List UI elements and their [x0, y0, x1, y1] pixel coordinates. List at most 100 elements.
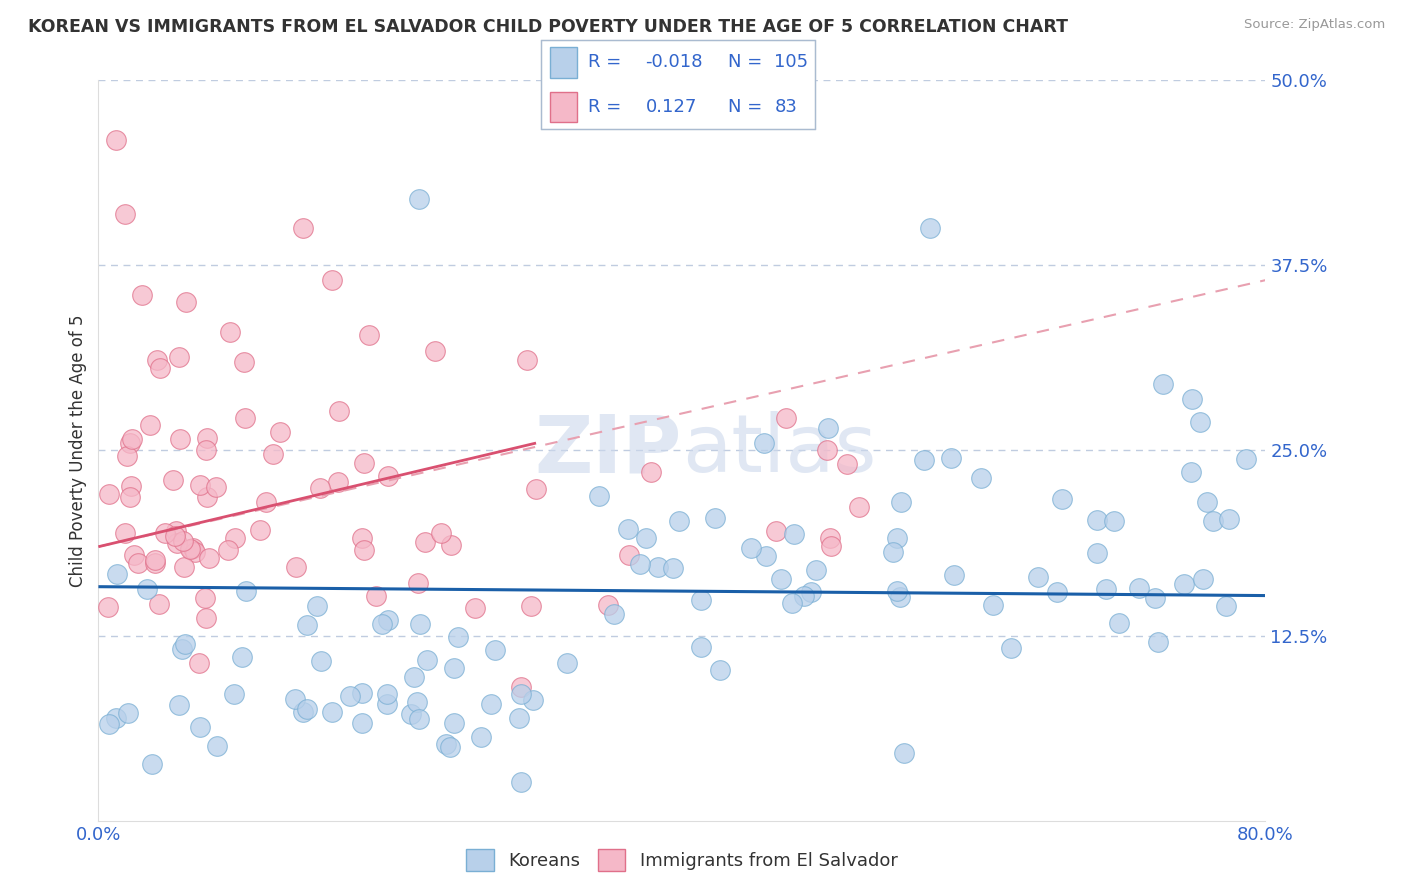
Point: [235, 583, 257, 598]
Text: 83: 83: [775, 98, 797, 116]
Point: [782, 596, 804, 610]
Point: [321, 273, 343, 287]
Point: [173, 637, 195, 651]
Point: [555, 656, 578, 670]
Point: [689, 640, 711, 654]
Point: [783, 527, 806, 541]
Point: [647, 559, 669, 574]
Point: [1128, 581, 1150, 595]
Point: [1195, 495, 1218, 509]
Point: [1152, 376, 1174, 391]
Point: [193, 591, 215, 606]
Point: [308, 481, 330, 495]
Text: 0.127: 0.127: [645, 98, 697, 116]
Point: [409, 617, 432, 632]
Point: [1215, 599, 1237, 613]
Point: [174, 295, 197, 310]
Point: [835, 457, 858, 471]
Point: [943, 567, 966, 582]
Point: [800, 584, 823, 599]
Point: [508, 711, 530, 725]
Point: [1181, 392, 1204, 406]
Point: [703, 511, 725, 525]
Point: [1026, 570, 1049, 584]
Point: [1108, 615, 1130, 630]
Point: [416, 653, 439, 667]
Point: [1085, 513, 1108, 527]
Point: [817, 421, 839, 435]
Point: [292, 705, 315, 719]
Point: [180, 542, 202, 557]
Point: [509, 775, 531, 789]
Point: [912, 453, 935, 467]
Point: [131, 288, 153, 302]
Text: Source: ZipAtlas.com: Source: ZipAtlas.com: [1244, 18, 1385, 31]
Text: ZIP: ZIP: [534, 411, 682, 490]
Point: [520, 599, 543, 613]
Point: [136, 582, 159, 597]
Point: [375, 687, 398, 701]
Point: [408, 712, 430, 726]
Point: [148, 598, 170, 612]
Point: [117, 449, 139, 463]
Point: [353, 456, 375, 470]
Point: [194, 611, 217, 625]
Point: [231, 649, 253, 664]
Point: [205, 739, 228, 754]
Point: [484, 643, 506, 657]
Text: -0.018: -0.018: [645, 54, 703, 71]
Point: [181, 541, 204, 555]
Point: [127, 556, 149, 570]
Point: [284, 692, 307, 706]
Point: [820, 540, 842, 554]
Point: [165, 528, 187, 542]
Point: [983, 598, 1005, 612]
Point: [377, 613, 399, 627]
Bar: [550, 92, 576, 122]
Point: [893, 746, 915, 760]
Point: [765, 524, 787, 539]
Point: [439, 739, 461, 754]
Y-axis label: Child Poverty Under the Age of 5: Child Poverty Under the Age of 5: [69, 314, 87, 587]
Point: [603, 607, 626, 622]
Point: [804, 563, 827, 577]
Point: [886, 532, 908, 546]
Text: KOREAN VS IMMIGRANTS FROM EL SALVADOR CHILD POVERTY UNDER THE AGE OF 5 CORRELATI: KOREAN VS IMMIGRANTS FROM EL SALVADOR CH…: [28, 18, 1069, 36]
Point: [179, 541, 201, 556]
Point: [1234, 451, 1257, 466]
Point: [522, 693, 544, 707]
Point: [1050, 492, 1073, 507]
Point: [138, 417, 160, 432]
Text: R =: R =: [588, 54, 621, 71]
Point: [848, 500, 870, 515]
Point: [890, 495, 912, 509]
Point: [262, 447, 284, 461]
Point: [1180, 465, 1202, 479]
Point: [364, 589, 387, 603]
Point: [408, 192, 430, 206]
Point: [634, 531, 657, 545]
Point: [121, 433, 143, 447]
Bar: [550, 47, 576, 78]
Point: [443, 661, 465, 675]
Point: [1173, 576, 1195, 591]
Point: [141, 757, 163, 772]
Point: [321, 706, 343, 720]
Point: [167, 698, 190, 712]
Point: [143, 552, 166, 566]
Point: [406, 695, 429, 709]
Point: [114, 525, 136, 540]
Point: [709, 663, 731, 677]
Point: [166, 536, 188, 550]
Point: [353, 543, 375, 558]
Point: [464, 601, 486, 615]
Point: [97, 600, 120, 615]
Point: [218, 325, 240, 339]
Point: [205, 480, 228, 494]
Point: [377, 468, 399, 483]
Point: [295, 618, 318, 632]
Point: [184, 545, 207, 559]
Point: [233, 354, 256, 368]
Point: [1095, 582, 1118, 597]
Point: [447, 630, 470, 644]
